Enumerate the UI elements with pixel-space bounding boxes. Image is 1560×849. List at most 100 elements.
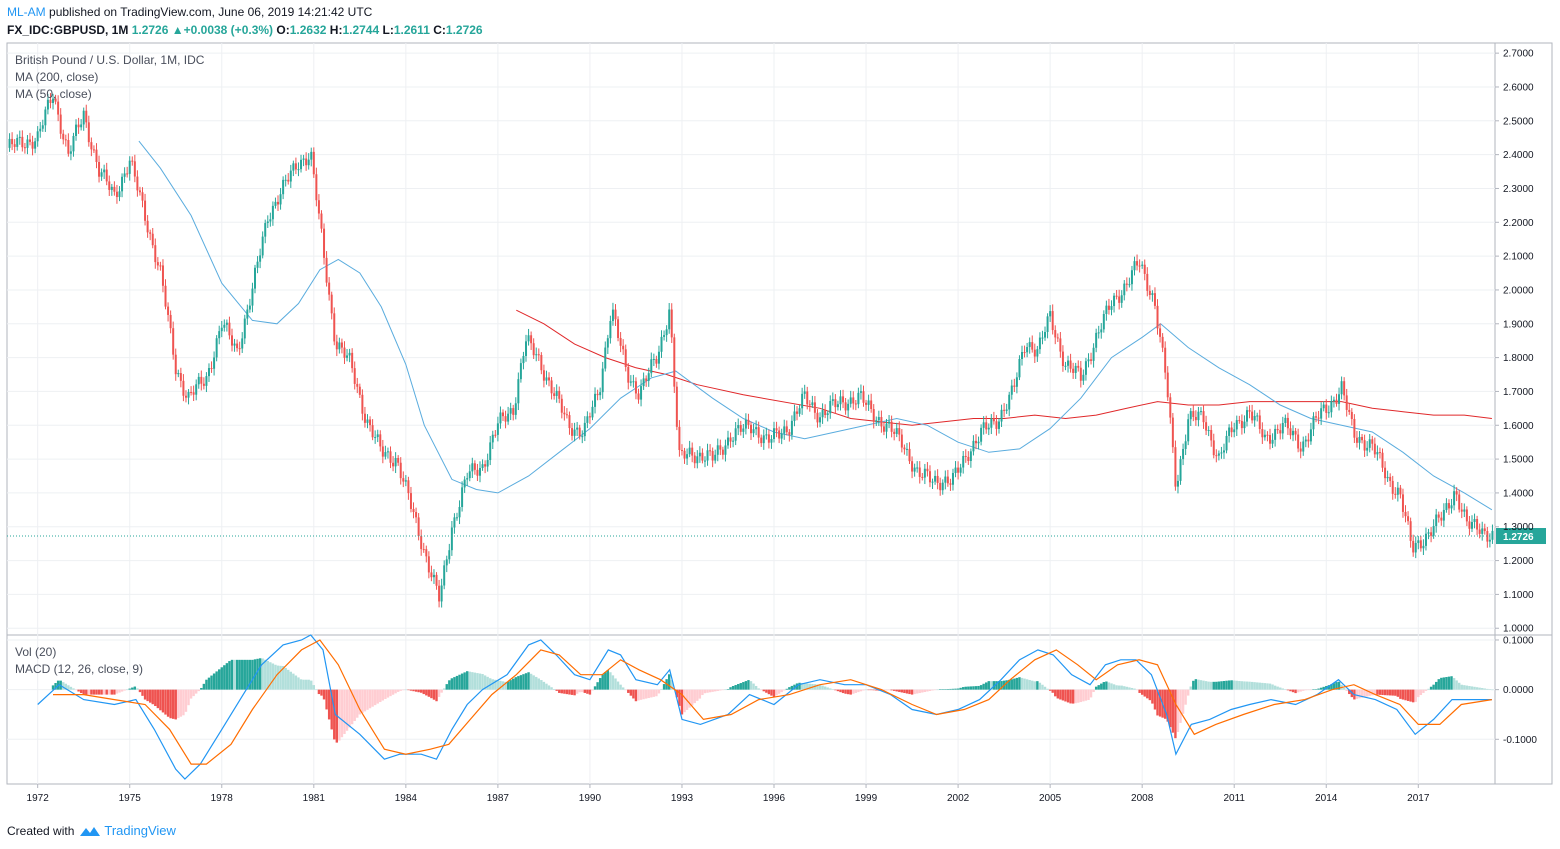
histogram-bar — [954, 688, 957, 690]
histogram-bar — [368, 689, 372, 709]
histogram-bar — [1337, 681, 1341, 690]
histogram-bar — [1258, 682, 1261, 690]
candle-body — [499, 412, 502, 424]
candle-body — [126, 173, 129, 175]
histogram-bar — [417, 689, 420, 693]
candle-body — [1023, 352, 1026, 354]
price-tick-label: 1.9000 — [1503, 319, 1534, 330]
histogram-bar — [921, 689, 924, 693]
candle-body — [1412, 540, 1415, 553]
histogram-bar — [581, 689, 584, 693]
histogram-bar — [95, 689, 98, 695]
candle-body — [798, 408, 801, 414]
candle-body — [1166, 372, 1169, 398]
histogram-bar — [1368, 689, 1371, 696]
histogram-bar — [829, 688, 832, 690]
histogram-bar — [1038, 682, 1042, 690]
histogram-bar — [315, 689, 318, 691]
histogram-bar — [1186, 689, 1190, 696]
candle-body — [1299, 448, 1302, 452]
histogram-bar — [688, 689, 691, 708]
candle-body — [1003, 409, 1006, 411]
candle-body — [1179, 459, 1182, 481]
histogram-bar — [333, 689, 336, 740]
histogram-bar — [159, 689, 162, 711]
candle-body — [243, 318, 246, 339]
histogram-bar — [72, 688, 75, 690]
candle-body — [484, 464, 487, 467]
candle-body — [767, 434, 770, 443]
candle-body — [957, 467, 960, 473]
candle-body — [248, 305, 251, 310]
candle-body — [1010, 385, 1013, 395]
candle-body — [1279, 430, 1282, 434]
candle-body — [335, 341, 338, 350]
author-name[interactable]: ML-AM — [7, 5, 46, 19]
candle-body — [1164, 347, 1167, 373]
histogram-bar — [1401, 689, 1405, 700]
histogram-bar — [279, 665, 282, 690]
candle-body — [719, 445, 722, 450]
candle-body — [888, 421, 891, 424]
histogram-bar — [1243, 681, 1246, 690]
price-tick-label: 1.6000 — [1503, 421, 1534, 432]
candle-body — [905, 448, 908, 450]
histogram-bar — [1000, 681, 1003, 690]
histogram-bar — [381, 689, 385, 701]
candle-body — [770, 438, 773, 443]
candle-body — [402, 478, 405, 482]
candle-body — [563, 412, 566, 415]
candle-body — [453, 517, 456, 528]
last-price-label: 1.2726 — [1503, 532, 1534, 543]
histogram-bar — [350, 689, 354, 725]
histogram-bar — [959, 687, 962, 690]
candle-body — [849, 397, 852, 404]
histogram-bar — [1391, 689, 1394, 696]
candle-body — [1182, 448, 1185, 460]
candle-body — [1105, 305, 1108, 314]
tradingview-brand[interactable]: TradingView — [104, 823, 176, 838]
histogram-bar — [967, 686, 970, 690]
histogram-bar — [1468, 685, 1471, 690]
histogram-bar — [997, 681, 1001, 690]
histogram-bar — [783, 689, 786, 691]
histogram-bar — [448, 680, 451, 690]
candle-body — [72, 135, 75, 152]
candle-body — [946, 476, 949, 484]
candle-body — [1100, 329, 1103, 333]
histogram-bar — [752, 683, 755, 690]
candle-body — [1417, 540, 1420, 543]
time-tick-label: 1975 — [119, 793, 142, 804]
candle-body — [164, 285, 167, 307]
time-tick-label: 1993 — [671, 793, 694, 804]
candle-body — [1123, 283, 1126, 296]
candle-body — [642, 378, 645, 387]
histogram-bar — [1064, 689, 1067, 702]
histogram-bar — [1110, 683, 1113, 690]
histogram-bar — [690, 689, 694, 706]
histogram-bar — [85, 689, 88, 695]
candle-body — [1005, 409, 1008, 411]
histogram-bar — [780, 689, 783, 693]
histogram-bar — [844, 689, 847, 694]
histogram-bar — [312, 685, 316, 690]
candle-body — [540, 354, 543, 371]
histogram-bar — [225, 663, 229, 690]
candle-body — [931, 481, 934, 483]
histogram-bar — [105, 689, 108, 695]
candle-body — [1486, 531, 1489, 542]
candle-body — [688, 447, 691, 455]
candle-body — [842, 396, 845, 403]
histogram-bar — [552, 689, 556, 690]
candle-body — [732, 440, 735, 442]
candle-body — [1361, 436, 1364, 441]
ma50-line — [138, 140, 1493, 511]
candle-body — [1141, 264, 1144, 266]
histogram-bar — [519, 675, 523, 690]
candle-body — [187, 392, 190, 398]
candle-body — [862, 391, 865, 403]
candle-body — [236, 343, 239, 349]
histogram-bar — [184, 689, 188, 712]
histogram-bar — [67, 685, 70, 690]
